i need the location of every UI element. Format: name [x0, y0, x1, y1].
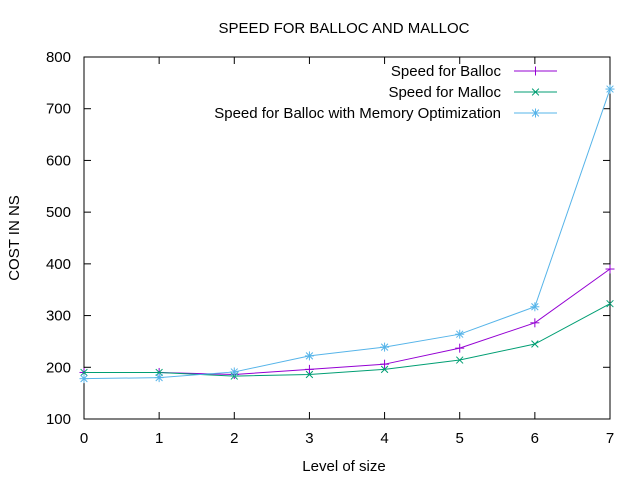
- data-point: [530, 302, 540, 312]
- y-tick-label: 200: [46, 359, 71, 376]
- data-point: [530, 318, 540, 328]
- data-point: [605, 84, 615, 94]
- legend-marker: [531, 108, 540, 118]
- data-point: [455, 343, 465, 353]
- series-layer: [79, 84, 615, 384]
- data-point: [455, 329, 465, 339]
- x-tick-label: 0: [80, 430, 88, 447]
- series-2: [80, 299, 614, 380]
- data-point: [380, 359, 390, 369]
- data-point: [229, 367, 239, 377]
- y-tick-label: 500: [46, 204, 71, 221]
- data-point: [605, 264, 615, 274]
- chart-title: SPEED FOR BALLOC AND MALLOC: [219, 20, 470, 37]
- x-axis-label: Level of size: [302, 458, 385, 475]
- x-tick-label: 1: [155, 430, 163, 447]
- series-line: [84, 303, 611, 377]
- data-point: [380, 365, 389, 374]
- x-tick-label: 6: [531, 430, 539, 447]
- y-tick-label: 400: [46, 256, 71, 273]
- x-tick-label: 3: [305, 430, 313, 447]
- data-point: [304, 364, 314, 374]
- legend: Speed for Balloc Speed for Malloc Speed fo…: [214, 63, 557, 122]
- series-3: [79, 84, 615, 384]
- data-point: [380, 342, 390, 352]
- y-tick-label: 800: [46, 49, 71, 66]
- y-tick-label: 300: [46, 308, 71, 325]
- legend-label: Speed for Malloc: [388, 84, 501, 101]
- legend-marker: [531, 88, 540, 96]
- axis-ticks: 0 1 2 3 4 5 6 7 100 200 300 400 500 600 700 800: [46, 49, 614, 447]
- x-tick-label: 4: [380, 430, 388, 447]
- data-point: [80, 368, 88, 377]
- y-tick-label: 600: [46, 152, 71, 169]
- data-point: [531, 340, 539, 348]
- series-line: [84, 268, 611, 376]
- x-tick-label: 7: [606, 430, 614, 447]
- data-point: [305, 370, 314, 379]
- y-axis-label: COST IN NS: [6, 195, 23, 281]
- x-tick-label: 5: [456, 430, 464, 447]
- legend-label: Speed for Balloc: [391, 63, 502, 80]
- y-tick-label: 700: [46, 101, 71, 118]
- series-1: [79, 264, 615, 380]
- y-tick-label: 100: [46, 411, 71, 428]
- data-point: [304, 351, 314, 361]
- legend-marker: [531, 66, 540, 76]
- legend-label: Speed for Balloc with Memory Optimizatio…: [214, 105, 501, 122]
- data-point: [79, 374, 89, 384]
- data-point: [606, 299, 614, 308]
- plot-frame: [83, 56, 611, 420]
- series-line: [83, 88, 611, 380]
- data-point: [154, 373, 164, 383]
- data-point: [455, 356, 464, 364]
- x-tick-label: 2: [230, 430, 238, 447]
